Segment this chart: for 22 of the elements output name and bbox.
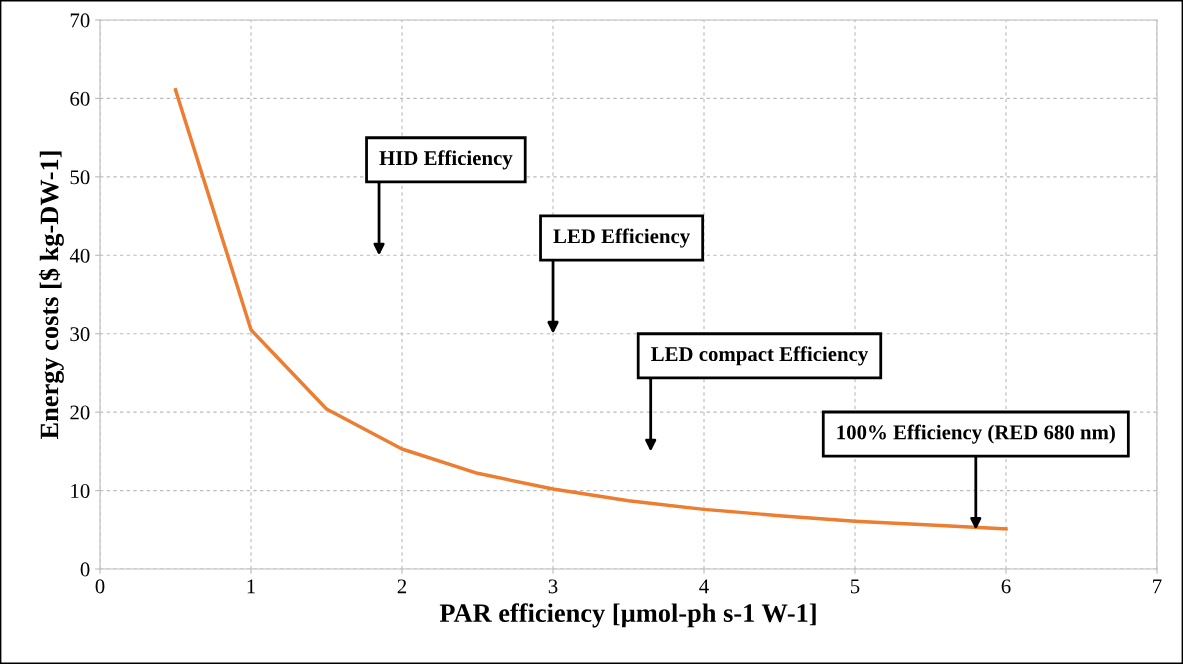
y-tick-label: 40 [69,248,90,263]
y-tick-label: 60 [70,91,90,106]
x-tick-label: 4 [699,579,709,594]
x-tick-label: 7 [1153,579,1162,594]
annotation: HID Efficiency [379,150,513,170]
annotation: LED Efficiency [553,228,690,248]
y-tick-label: 20 [70,405,90,420]
x-tick-label: 1 [247,579,255,594]
x-tick-label: 0 [95,579,105,594]
annotation: LED compact Efficiency [651,346,869,366]
x-tick-label: 3 [548,579,558,594]
y-axis-title: Energy costs [$ kg-DW-1] [38,151,64,440]
y-tick-label: 70 [70,13,90,28]
y-tick-label: 0 [80,562,90,577]
annotation: 100% Efficiency (RED 680 nm) [837,424,1115,444]
y-tick-label: 50 [70,170,90,185]
x-tick-label: 2 [397,579,407,594]
x-tick-label: 6 [1001,579,1011,594]
x-axis-title: PAR efficiency [µmol-ph s-1 W-1] [439,603,816,628]
x-tick-label: 5 [851,579,860,594]
y-tick-label: 10 [71,483,90,498]
y-tick-label: 30 [70,327,90,342]
